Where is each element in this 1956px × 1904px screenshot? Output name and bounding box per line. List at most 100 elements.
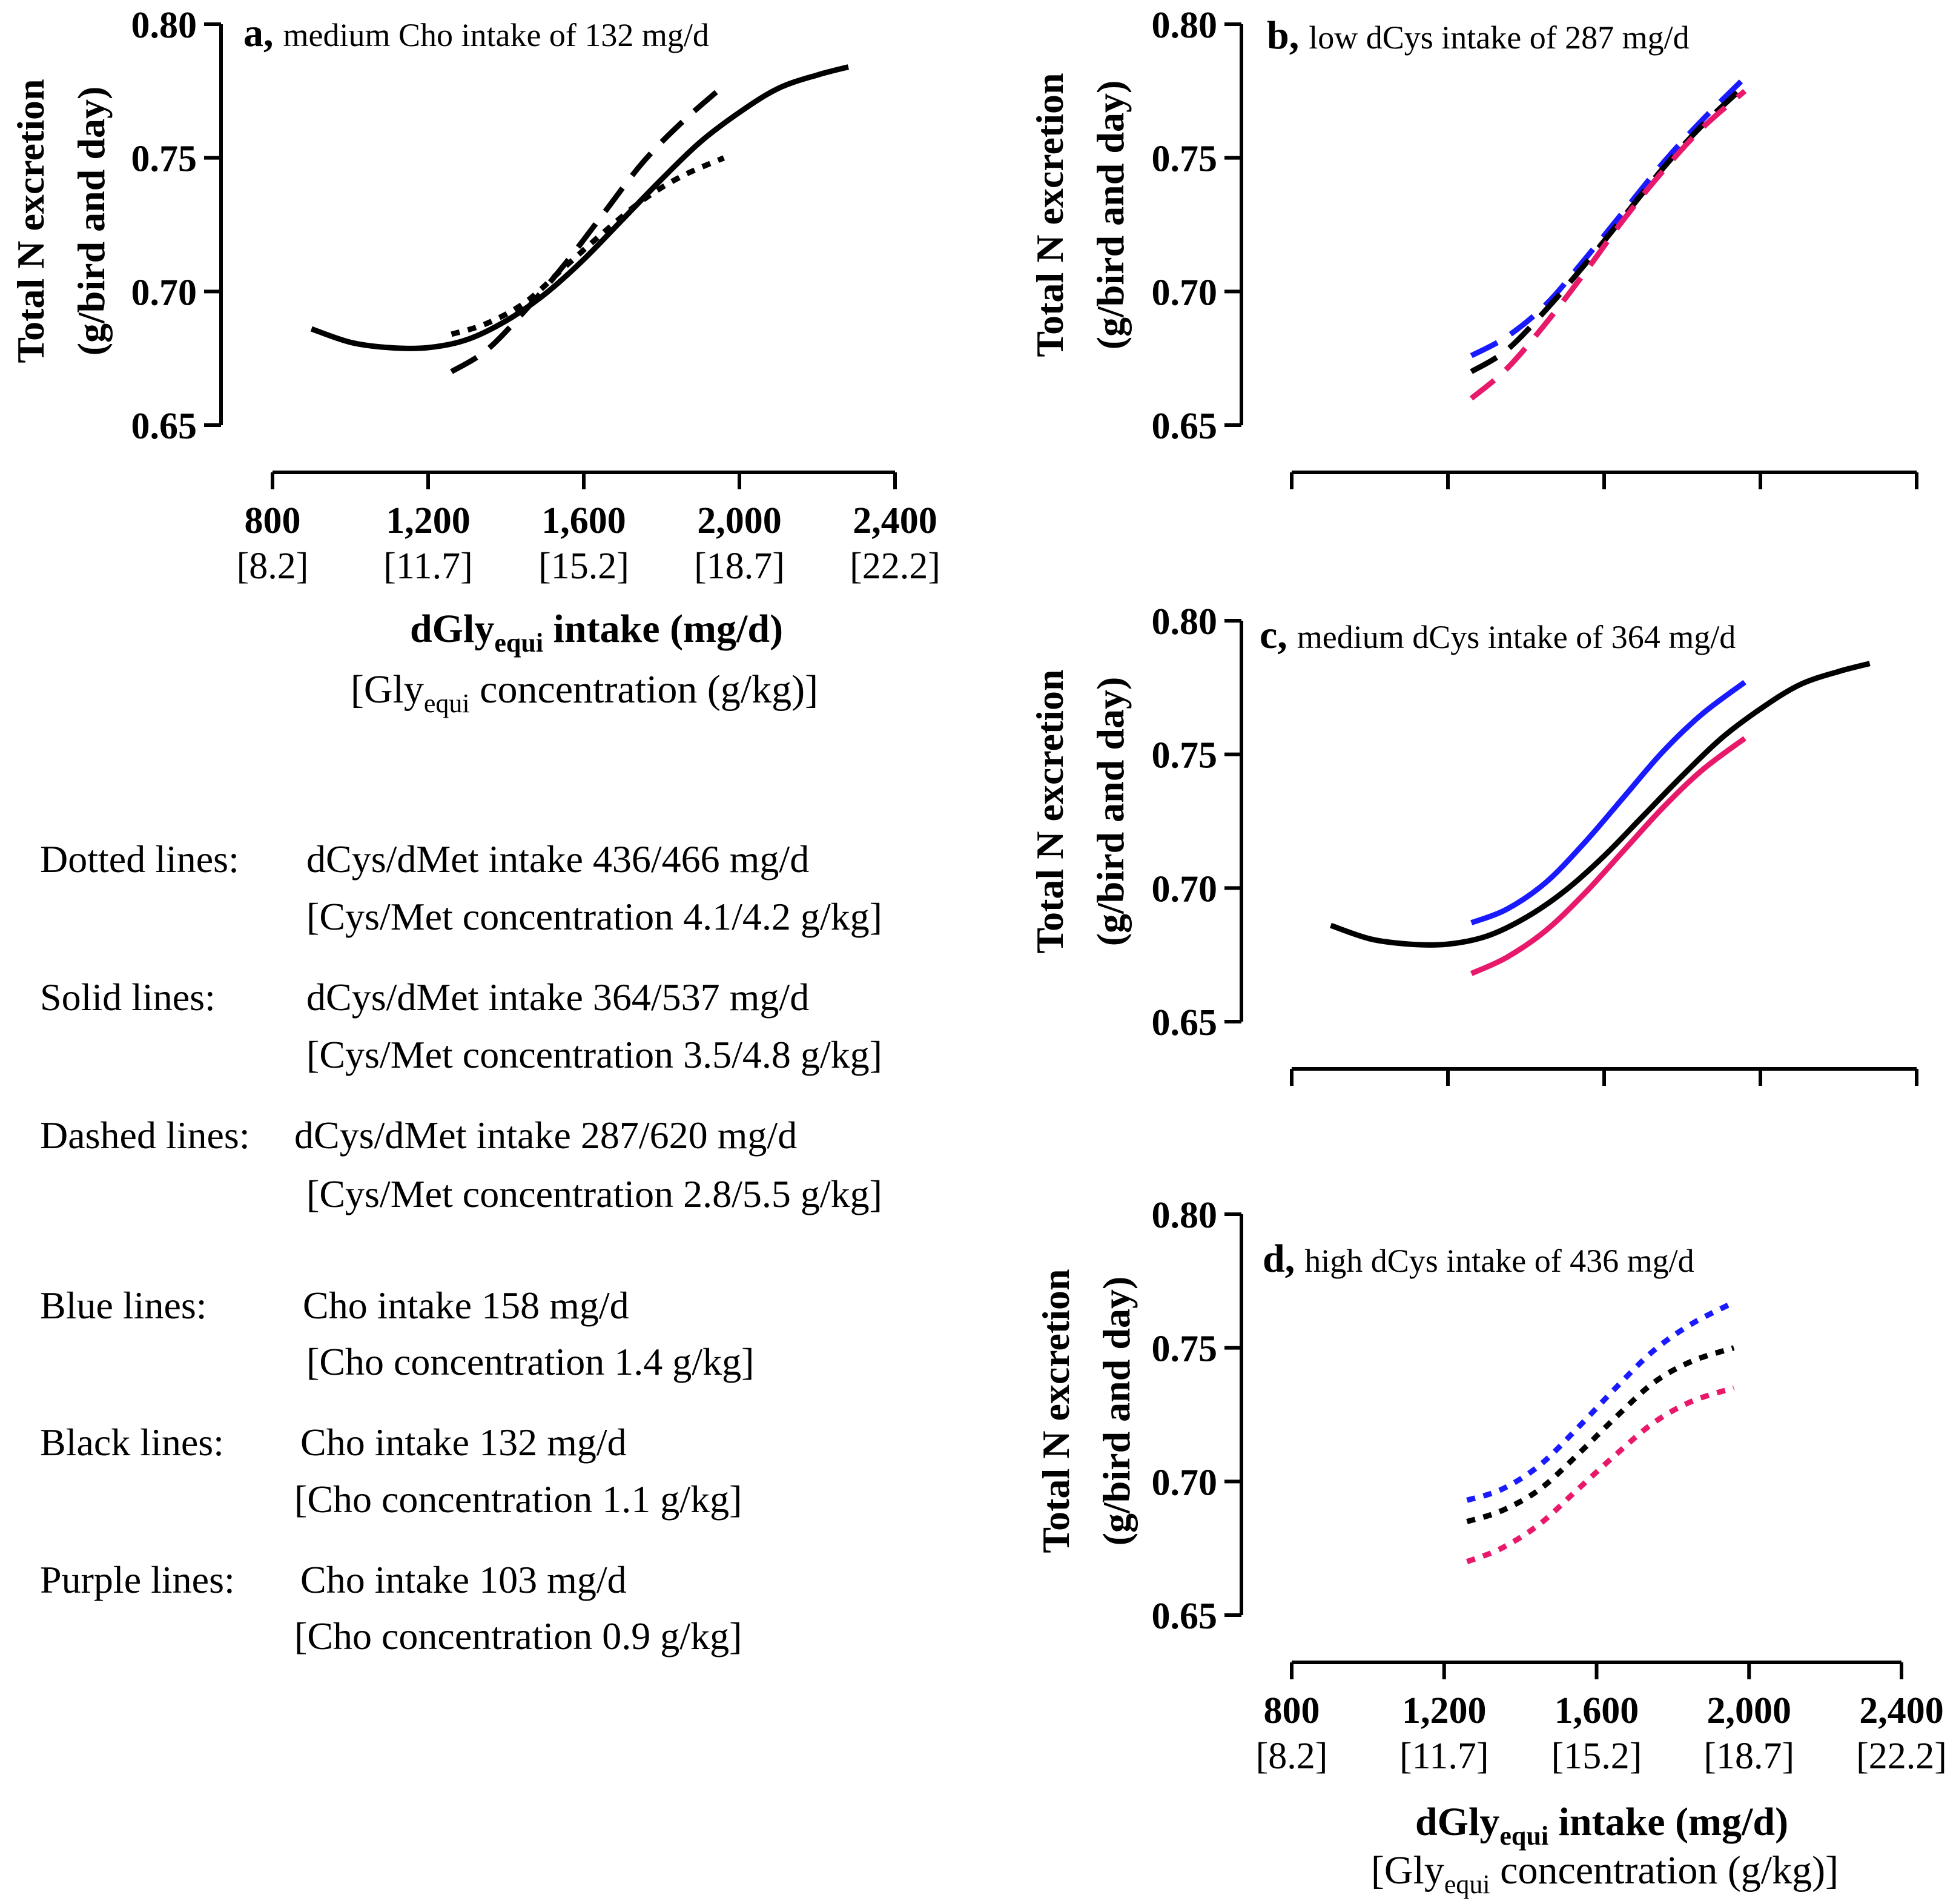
- series-line-black-dashed: [1470, 84, 1747, 374]
- legend-key-dashed: Dashed lines:: [40, 1114, 250, 1157]
- x-subtick-label: [11.7]: [383, 546, 473, 587]
- panel-title: d, high dCys intake of 436 mg/d: [1263, 1237, 1694, 1281]
- legend-key-blue: Blue lines:: [40, 1284, 207, 1327]
- x-ticks: 800 [8.2] 1,200 [11.7] 1,600 [15.2] 2,000 [18.7…: [1256, 1662, 1947, 1777]
- x-subtick-label: [8.2]: [1256, 1736, 1328, 1777]
- x-axis-label2-open: [Gly: [351, 667, 424, 712]
- series-line-black-solid: [310, 64, 850, 351]
- panel-letter: d,: [1263, 1237, 1295, 1281]
- series-group: [1330, 661, 1871, 976]
- legend-black-line1: Cho intake 132 mg/d: [300, 1421, 627, 1464]
- legend-dashed-line1: dCys/dMet intake 287/620 mg/d: [294, 1114, 797, 1157]
- x-axis-label-2: [Glyequi concentration (g/kg)]: [351, 667, 818, 718]
- x-axis-label-main: dGly: [410, 607, 494, 651]
- panel-letter: c,: [1260, 613, 1287, 657]
- y-axis-label-units: (g/bird and day): [1089, 677, 1132, 947]
- x-tick-label: 1,600: [541, 500, 626, 541]
- x-tick-label: 2,400: [853, 500, 937, 541]
- series-line-black-solid: [1330, 661, 1871, 948]
- y-ticks: 0.80 0.75 0.70 0.65: [1152, 1195, 1241, 1637]
- y-tick-label: 0.65: [1152, 406, 1218, 447]
- legend-blue-line1: Cho intake 158 mg/d: [303, 1284, 629, 1327]
- legend: Dotted lines: dCys/dMet intake 436/466 m…: [40, 838, 882, 1658]
- x-tick-label: 800: [1264, 1690, 1320, 1731]
- legend-solid-line1: dCys/dMet intake 364/537 mg/d: [306, 976, 809, 1019]
- series-line-blue-dotted: [1466, 1300, 1736, 1503]
- x-axis-label2-sub: equi: [1444, 1869, 1490, 1899]
- y-axis-label: Total N excretion: [1034, 1269, 1077, 1553]
- x-axis-label-rest: intake (mg/d): [543, 607, 783, 651]
- x-subtick-label: [22.2]: [850, 546, 940, 587]
- x-axis-label2-rest: concentration (g/kg)]: [1490, 1848, 1839, 1892]
- x-axis-label-rest: intake (mg/d): [1548, 1800, 1788, 1844]
- series-group: [1469, 76, 1747, 401]
- x-axis-label-sub: equi: [494, 628, 543, 658]
- panel-title-text: high dCys intake of 436 mg/d: [1304, 1243, 1694, 1279]
- y-tick-label: 0.70: [131, 272, 197, 313]
- panel-title-text: low dCys intake of 287 mg/d: [1309, 19, 1689, 56]
- panel-title-text: medium dCys intake of 364 mg/d: [1297, 619, 1736, 655]
- series-line-black-dotted: [451, 155, 725, 337]
- y-tick-label: 0.80: [131, 5, 197, 46]
- series-line-blue-solid: [1470, 679, 1746, 925]
- x-subtick-label: [22.2]: [1856, 1736, 1947, 1777]
- panel-c: Total N excretion (g/bird and day) 0.800…: [1028, 601, 1918, 1086]
- y-ticks: 0.80 0.75 0.70 0.65: [1152, 601, 1241, 1043]
- y-tick-label: 0.75: [1152, 139, 1218, 180]
- y-axis-label-units: (g/bird and day): [70, 87, 113, 356]
- x-ticks: [1290, 472, 1918, 489]
- x-subtick-label: [11.7]: [1399, 1736, 1489, 1777]
- series-line-purple-solid: [1470, 736, 1746, 976]
- x-axis-label2-open: [Gly: [1371, 1848, 1444, 1892]
- legend-key-dotted: Dotted lines:: [40, 838, 239, 881]
- y-axis-label: Total N excretion: [1028, 669, 1071, 953]
- y-axis-label: Total N excretion: [1028, 73, 1071, 357]
- x-subtick-label: [18.7]: [1703, 1736, 1794, 1777]
- y-axis-label-units: (g/bird and day): [1095, 1277, 1138, 1546]
- panel-letter: b,: [1267, 13, 1299, 58]
- x-subtick-label: [18.7]: [694, 546, 785, 587]
- panel-d: Total N excretion (g/bird and day) 0.800…: [1034, 1195, 1947, 1899]
- legend-black-line2: [Cho concentration 1.1 g/kg]: [294, 1478, 742, 1521]
- x-ticks: [1290, 1069, 1918, 1086]
- y-tick-label: 0.75: [1152, 735, 1218, 776]
- panel-b: Total N excretion (g/bird and day) 0.800…: [1028, 5, 1918, 489]
- x-subtick-label: [15.2]: [538, 546, 629, 587]
- legend-purple-line1: Cho intake 103 mg/d: [300, 1558, 627, 1601]
- series-group: [1465, 1300, 1736, 1564]
- series-line-black-dashed: [450, 84, 726, 374]
- x-axis-label2-sub: equi: [424, 689, 470, 718]
- x-tick-label: 2,000: [1707, 1690, 1792, 1731]
- y-ticks: 0.80 0.75 0.70 0.65: [1152, 5, 1241, 447]
- panel-title: b, low dCys intake of 287 mg/d: [1267, 13, 1690, 58]
- legend-dashed-line2: [Cys/Met concentration 2.8/5.5 g/kg]: [306, 1172, 882, 1215]
- x-axis-label: dGlyequi intake (mg/d): [410, 607, 783, 658]
- y-tick-label: 0.70: [1152, 868, 1218, 910]
- legend-key-black: Black lines:: [40, 1421, 224, 1464]
- series-group: [310, 64, 850, 374]
- panel-a: Total N excretion (g/bird and day) 0.80 0…: [9, 5, 940, 718]
- series-line-purple-dashed: [1469, 88, 1747, 401]
- y-tick-label: 0.65: [1152, 1596, 1218, 1637]
- y-axis-label: Total N excretion: [9, 79, 52, 363]
- y-tick-label: 0.75: [131, 139, 197, 180]
- x-axis-label-2: [Glyequi concentration (g/kg)]: [1371, 1848, 1839, 1899]
- series-line-blue-dashed: [1470, 76, 1747, 359]
- panel-title: a, medium Cho intake of 132 mg/d: [243, 11, 709, 55]
- x-axis-label: dGlyequi intake (mg/d): [1415, 1800, 1788, 1851]
- x-axis-label-main: dGly: [1415, 1800, 1499, 1844]
- y-tick-label: 0.70: [1152, 1462, 1218, 1503]
- x-axis-label-sub: equi: [1499, 1821, 1548, 1851]
- x-tick-label: 2,400: [1859, 1690, 1944, 1731]
- legend-purple-line2: [Cho concentration 0.9 g/kg]: [294, 1615, 742, 1658]
- x-ticks: 800 [8.2] 1,200 [11.7] 1,600 [15.2] 2,000 [18.7…: [237, 472, 940, 587]
- series-line-purple-dotted: [1465, 1385, 1735, 1564]
- legend-key-solid: Solid lines:: [40, 976, 216, 1019]
- y-axis-label-units: (g/bird and day): [1089, 81, 1132, 350]
- panel-letter: a,: [243, 11, 274, 55]
- legend-blue-line2: [Cho concentration 1.4 g/kg]: [306, 1340, 754, 1383]
- y-tick-label: 0.70: [1152, 272, 1218, 313]
- y-tick-label: 0.75: [1152, 1329, 1218, 1370]
- x-tick-label: 1,200: [386, 500, 471, 541]
